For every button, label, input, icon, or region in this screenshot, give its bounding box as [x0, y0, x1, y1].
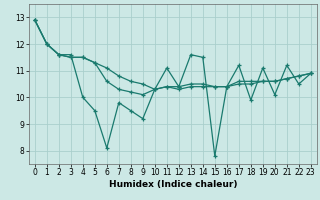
X-axis label: Humidex (Indice chaleur): Humidex (Indice chaleur) [108, 180, 237, 189]
